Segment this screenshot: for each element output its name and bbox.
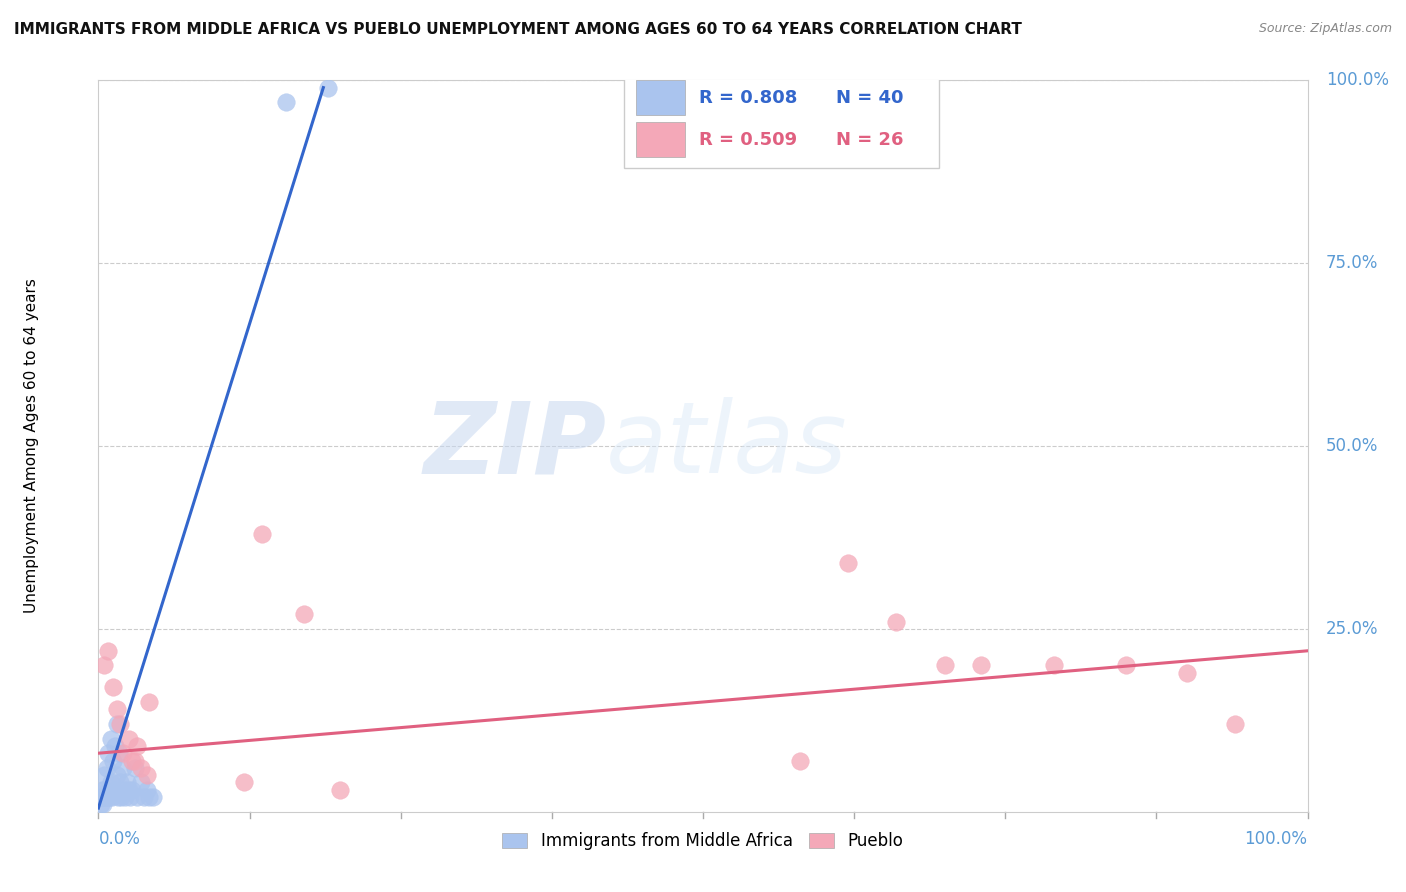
Text: R = 0.509: R = 0.509 <box>699 130 797 149</box>
Point <box>90 797 112 812</box>
Text: R = 0.808: R = 0.808 <box>699 89 797 107</box>
Point <box>970 658 993 673</box>
Text: N = 26: N = 26 <box>837 130 904 149</box>
Point <box>121 782 143 797</box>
Point <box>112 782 135 797</box>
Text: atlas: atlas <box>606 398 848 494</box>
Point <box>94 790 117 805</box>
Point <box>114 790 136 805</box>
Point <box>274 95 297 110</box>
Text: 100.0%: 100.0% <box>1244 830 1308 848</box>
Text: 75.0%: 75.0% <box>1326 254 1378 272</box>
Point <box>124 761 146 775</box>
FancyBboxPatch shape <box>637 122 685 157</box>
Point <box>97 746 120 760</box>
Point <box>1175 665 1198 680</box>
Text: 100.0%: 100.0% <box>1326 71 1389 89</box>
Point <box>127 739 149 753</box>
Point <box>837 556 859 570</box>
Point <box>100 790 122 805</box>
Point <box>138 695 160 709</box>
Text: 50.0%: 50.0% <box>1326 437 1378 455</box>
Point <box>93 658 115 673</box>
Point <box>117 775 139 789</box>
Point <box>101 754 124 768</box>
Point <box>98 790 121 805</box>
Legend: Immigrants from Middle Africa, Pueblo: Immigrants from Middle Africa, Pueblo <box>494 823 912 858</box>
Point <box>96 761 118 775</box>
Point <box>138 790 160 805</box>
Point <box>118 731 141 746</box>
Point <box>105 702 128 716</box>
Point <box>97 644 120 658</box>
Point <box>129 775 152 789</box>
Point <box>142 790 165 805</box>
Point <box>100 775 122 789</box>
Point <box>108 717 131 731</box>
Point <box>124 754 146 768</box>
Point <box>93 782 115 797</box>
Point <box>934 658 956 673</box>
Point <box>93 768 115 782</box>
Point <box>329 782 352 797</box>
Point <box>97 782 120 797</box>
FancyBboxPatch shape <box>637 80 685 115</box>
Point <box>103 782 125 797</box>
Point <box>101 681 124 695</box>
Point <box>105 717 128 731</box>
Point <box>292 607 315 622</box>
Text: 25.0%: 25.0% <box>1326 620 1378 638</box>
Point <box>111 761 134 775</box>
Point <box>104 739 127 753</box>
Point <box>91 790 114 805</box>
Point <box>107 790 129 805</box>
Point <box>108 746 131 760</box>
Point <box>91 782 114 797</box>
Point <box>135 782 157 797</box>
Point <box>789 754 811 768</box>
Point <box>91 790 114 805</box>
Point <box>134 790 156 805</box>
Point <box>121 754 143 768</box>
Point <box>110 790 132 805</box>
Text: Unemployment Among Ages 60 to 64 years: Unemployment Among Ages 60 to 64 years <box>24 278 39 614</box>
Point <box>1223 717 1246 731</box>
Point <box>129 761 152 775</box>
Point <box>1042 658 1064 673</box>
Point <box>127 790 149 805</box>
Point <box>135 768 157 782</box>
Text: 0.0%: 0.0% <box>98 830 141 848</box>
FancyBboxPatch shape <box>624 66 939 168</box>
Point <box>316 80 339 95</box>
Point <box>111 746 134 760</box>
Point <box>886 615 908 629</box>
Point <box>105 768 128 782</box>
Text: Source: ZipAtlas.com: Source: ZipAtlas.com <box>1258 22 1392 36</box>
Point <box>118 790 141 805</box>
Point <box>118 782 141 797</box>
Point <box>250 526 273 541</box>
Text: ZIP: ZIP <box>423 398 606 494</box>
Point <box>108 775 131 789</box>
Point <box>232 775 254 789</box>
Point <box>100 731 122 746</box>
Point <box>1115 658 1137 673</box>
Text: N = 40: N = 40 <box>837 89 904 107</box>
Point <box>91 797 114 812</box>
Text: IMMIGRANTS FROM MIDDLE AFRICA VS PUEBLO UNEMPLOYMENT AMONG AGES 60 TO 64 YEARS C: IMMIGRANTS FROM MIDDLE AFRICA VS PUEBLO … <box>14 22 1022 37</box>
